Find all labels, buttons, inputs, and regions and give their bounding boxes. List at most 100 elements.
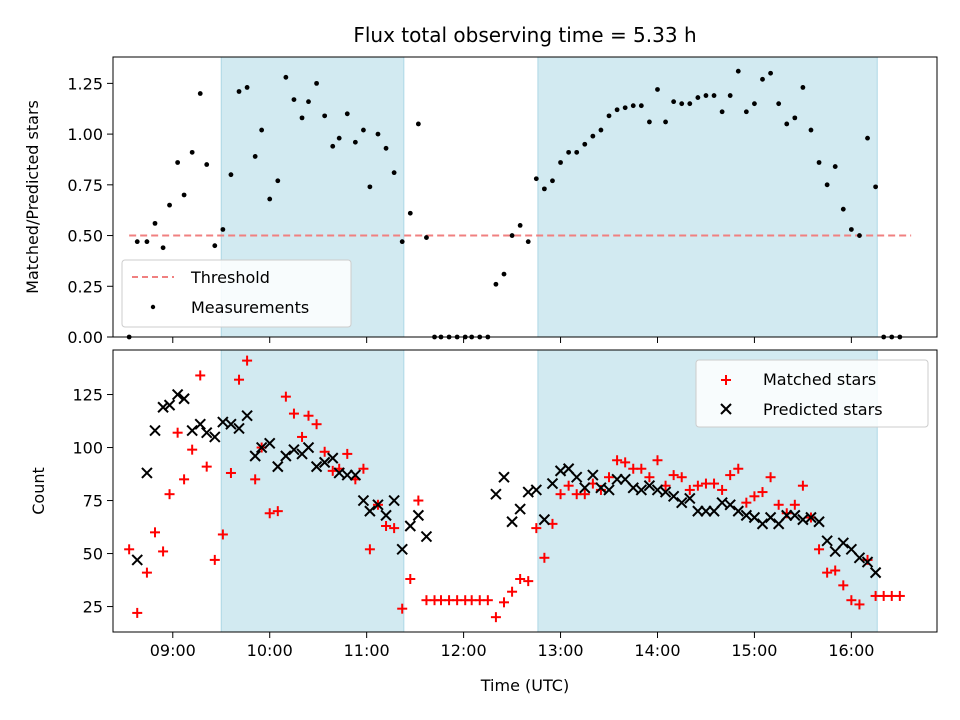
predicted-star-point xyxy=(635,484,648,496)
measurement-point xyxy=(566,149,572,155)
matched-star-point xyxy=(773,499,784,510)
top-plot-frame xyxy=(112,56,938,338)
predicted-star-point-b xyxy=(357,494,370,507)
predicted-star-point-b xyxy=(579,482,591,494)
predicted-star-point-b xyxy=(522,486,534,498)
measurement-point xyxy=(525,239,531,245)
matched-star-point xyxy=(563,480,574,491)
measurement-point xyxy=(735,68,741,74)
predicted-star-point-b xyxy=(280,450,292,462)
predicted-star-point-b xyxy=(756,518,769,530)
predicted-star-point xyxy=(546,477,559,490)
predicted-star-point-b xyxy=(659,486,672,498)
matched-star-point xyxy=(303,410,314,421)
shaded-interval-0 xyxy=(220,349,405,633)
measurement-point xyxy=(760,76,765,82)
predicted-star-point-b xyxy=(264,437,276,450)
measurement-point xyxy=(204,162,210,167)
measurement-point xyxy=(314,80,319,86)
predicted-star-point xyxy=(676,496,688,509)
predicted-star-point xyxy=(853,552,866,564)
predicted-star-point-b xyxy=(302,441,315,454)
legend-predicted-label: Predicted stars xyxy=(763,400,883,419)
measurement-point xyxy=(367,184,373,190)
y-tick-label: 0.25 xyxy=(67,277,103,296)
matched-star-point xyxy=(854,599,865,610)
matched-star-point xyxy=(555,489,566,500)
predicted-star-point-b xyxy=(514,503,526,515)
measurement-point xyxy=(541,186,547,192)
predicted-star-point xyxy=(372,499,384,511)
predicted-star-point xyxy=(514,503,526,515)
legend-matched-swatch xyxy=(721,375,731,385)
predicted-star-point-b xyxy=(740,509,753,522)
predicted-star-point xyxy=(756,518,769,530)
matched-star-point xyxy=(846,595,857,606)
predicted-star-point xyxy=(225,418,237,430)
measurement-point xyxy=(784,121,790,127)
measurement-point xyxy=(344,111,350,117)
measurement-point xyxy=(399,239,405,245)
predicted-star-point-b xyxy=(676,496,688,509)
measurement-point xyxy=(614,107,620,113)
predicted-star-point-b xyxy=(716,496,728,509)
y-tick-label: 50 xyxy=(83,545,103,564)
predicted-star-point xyxy=(643,479,656,492)
measurement-point xyxy=(228,172,234,178)
matched-star-point xyxy=(172,427,183,438)
predicted-star-point xyxy=(813,516,825,528)
predicted-star-point-b xyxy=(380,509,392,522)
predicted-star-point xyxy=(404,520,416,532)
predicted-star-point xyxy=(209,431,221,443)
matched-star-point xyxy=(652,455,663,466)
predicted-star-point xyxy=(789,509,801,522)
predicted-star-point-b xyxy=(813,516,825,528)
predicted-star-point-b xyxy=(546,477,559,490)
matched-star-point xyxy=(733,463,744,474)
matched-star-point xyxy=(217,529,228,540)
measurement-point xyxy=(703,93,709,98)
predicted-star-point xyxy=(149,424,161,437)
top-legend-box xyxy=(121,259,352,328)
measurement-point xyxy=(711,93,717,98)
predicted-star-point xyxy=(357,494,370,507)
predicted-star-point xyxy=(587,469,599,481)
predicted-star-point-b xyxy=(869,566,882,579)
x-tick-label: 11:00 xyxy=(344,641,390,660)
matched-star-point xyxy=(209,554,220,565)
predicted-star-point-b xyxy=(805,511,817,524)
predicted-star-point xyxy=(506,516,518,528)
matched-star-point xyxy=(381,520,392,531)
predicted-star-point-b xyxy=(186,424,198,437)
matched-star-point xyxy=(164,489,175,500)
predicted-star-point-b xyxy=(163,399,176,411)
count-panel: 25 50 75 100 125 09:00 10:00 11:00 12:00 13:00 14… xyxy=(29,349,938,695)
predicted-star-point-b xyxy=(861,556,874,568)
predicted-star-point-b xyxy=(530,484,543,496)
predicted-star-point-b xyxy=(684,492,696,505)
x-axis-label: Time (UTC) xyxy=(480,676,569,695)
matched-star-point xyxy=(636,463,647,474)
predicted-star-point xyxy=(217,416,229,428)
y-tick-label: 75 xyxy=(83,492,103,511)
predicted-star-point-b xyxy=(249,450,261,462)
measurement-point xyxy=(840,206,846,212)
bottom-plot-frame xyxy=(112,349,938,633)
predicted-star-point xyxy=(554,465,567,477)
matched-star-point xyxy=(741,497,752,508)
matched-star-point xyxy=(725,470,736,481)
measurement-point xyxy=(509,233,515,238)
predicted-star-point-b xyxy=(396,543,408,556)
measurement-point xyxy=(283,74,289,80)
predicted-star-point-b xyxy=(498,471,510,483)
predicted-star-point-b xyxy=(209,431,221,443)
predicted-star-point-b xyxy=(667,490,680,503)
measurement-point xyxy=(719,109,725,115)
top-legend: Threshold Measurements xyxy=(121,259,352,328)
matched-star-point xyxy=(523,576,534,587)
measurement-point xyxy=(558,160,563,165)
predicted-star-point xyxy=(724,499,736,511)
measurement-point xyxy=(743,109,749,115)
predicted-star-point-b xyxy=(651,484,664,496)
predicted-star-point xyxy=(201,426,213,439)
